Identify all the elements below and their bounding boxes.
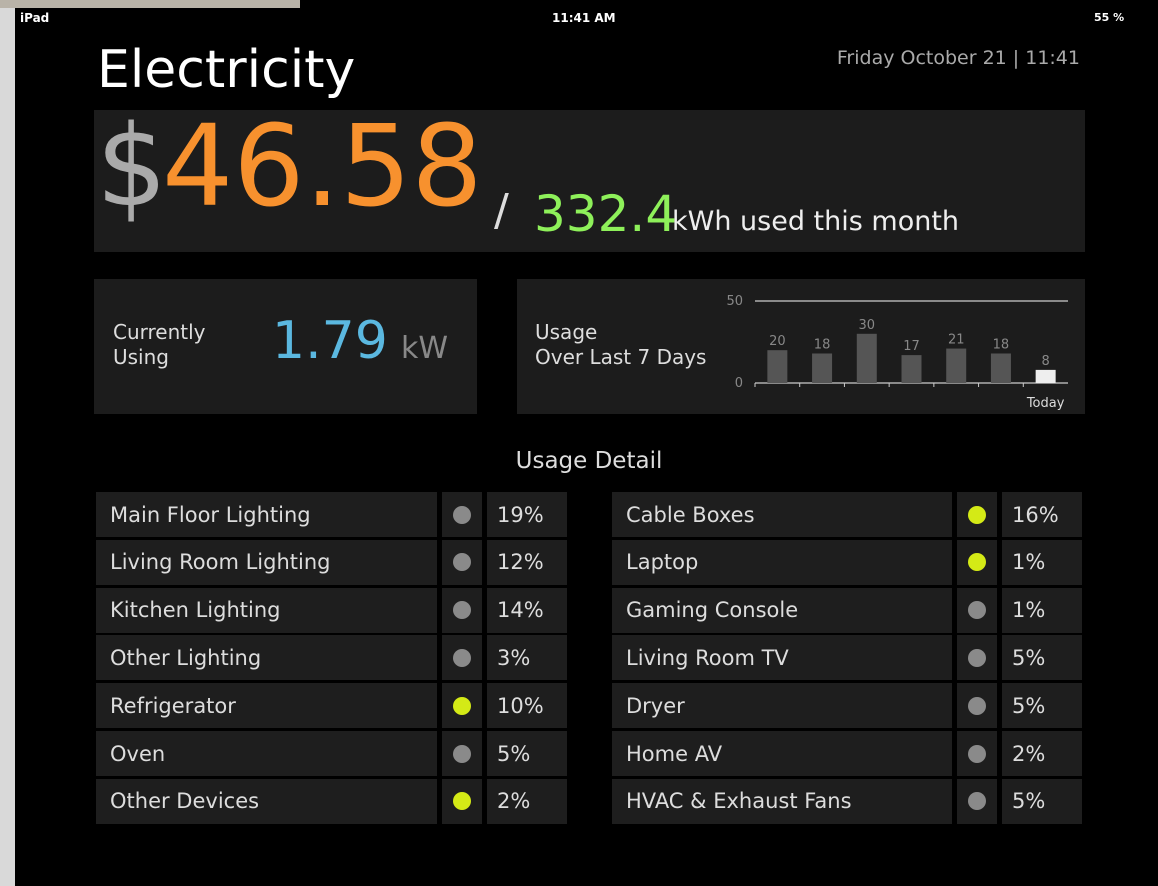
bar-label: 18 bbox=[814, 337, 831, 352]
status-dot bbox=[968, 649, 986, 667]
status-dot bbox=[453, 792, 471, 810]
usage-chart: 0 50 20 18 30 17 21 18 8 Today bbox=[517, 279, 1085, 414]
current-panel: Currently Using 1.79 kW bbox=[94, 279, 477, 414]
device-label: Other Lighting bbox=[96, 635, 437, 680]
status-dot bbox=[453, 745, 471, 763]
y-tick-label: 50 bbox=[726, 294, 743, 309]
device-label: Dryer bbox=[612, 683, 952, 728]
share: 1% bbox=[1002, 540, 1082, 585]
status-cell bbox=[957, 731, 997, 776]
device-name: iPad bbox=[20, 11, 49, 25]
status-cell bbox=[442, 683, 482, 728]
clock: 11:41 AM bbox=[552, 11, 616, 25]
bar-label: 21 bbox=[948, 333, 965, 348]
currency: $ bbox=[96, 102, 167, 232]
bar-label: 17 bbox=[903, 339, 920, 354]
share: 2% bbox=[487, 779, 567, 824]
separator: / bbox=[494, 185, 509, 236]
page-title: Electricity bbox=[97, 40, 355, 100]
current-unit: kW bbox=[401, 331, 448, 366]
share: 19% bbox=[487, 492, 567, 537]
bar bbox=[857, 334, 877, 383]
status-cell bbox=[957, 683, 997, 728]
device-label: HVAC & Exhaust Fans bbox=[612, 779, 952, 824]
status-dot bbox=[968, 792, 986, 810]
status-cell bbox=[442, 540, 482, 585]
status-dot bbox=[968, 601, 986, 619]
status-dot bbox=[453, 601, 471, 619]
status-cell bbox=[957, 492, 997, 537]
device-label: Home AV bbox=[612, 731, 952, 776]
status-cell bbox=[442, 492, 482, 537]
bar bbox=[767, 350, 787, 383]
x-tick-label: Today bbox=[1026, 396, 1065, 411]
bar-label: 8 bbox=[1042, 354, 1050, 369]
bar bbox=[946, 349, 966, 383]
share: 12% bbox=[487, 540, 567, 585]
share: 1% bbox=[1002, 588, 1082, 633]
energy-caption: kWh used this month bbox=[672, 206, 959, 237]
status-dot bbox=[453, 697, 471, 715]
cost: 46.58 bbox=[162, 102, 483, 232]
current-value: 1.79 bbox=[272, 311, 388, 371]
share: 5% bbox=[1002, 635, 1082, 680]
status-dot bbox=[968, 506, 986, 524]
status-dot bbox=[453, 649, 471, 667]
status-cell bbox=[442, 588, 482, 633]
bar bbox=[902, 355, 922, 383]
datetime: Friday October 21 | 11:41 bbox=[837, 47, 1080, 69]
battery: 55 % bbox=[1094, 11, 1124, 24]
status-cell bbox=[957, 540, 997, 585]
bar bbox=[812, 353, 832, 383]
status-dot bbox=[968, 697, 986, 715]
share: 5% bbox=[487, 731, 567, 776]
status-dot bbox=[453, 506, 471, 524]
share: 10% bbox=[487, 683, 567, 728]
device-label: Oven bbox=[96, 731, 437, 776]
status-cell bbox=[442, 635, 482, 680]
share: 16% bbox=[1002, 492, 1082, 537]
status-cell bbox=[957, 588, 997, 633]
share: 5% bbox=[1002, 779, 1082, 824]
backdrop bbox=[0, 0, 300, 8]
device-label: Refrigerator bbox=[96, 683, 437, 728]
device-label: Laptop bbox=[612, 540, 952, 585]
energy: 332.4 bbox=[534, 185, 677, 243]
status-dot bbox=[453, 553, 471, 571]
share: 14% bbox=[487, 588, 567, 633]
share: 5% bbox=[1002, 683, 1082, 728]
device-label: Kitchen Lighting bbox=[96, 588, 437, 633]
bar-label: 30 bbox=[859, 318, 876, 333]
backdrop bbox=[0, 0, 15, 886]
status-cell bbox=[957, 635, 997, 680]
device-label: Living Room Lighting bbox=[96, 540, 437, 585]
bar-label: 18 bbox=[993, 337, 1010, 352]
device-label: Other Devices bbox=[96, 779, 437, 824]
page: iPad 11:41 AM 55 % Electricity Friday Oc… bbox=[0, 0, 1158, 886]
summary-panel: $ 46.58 / 332.4 kWh used this month bbox=[94, 110, 1085, 252]
bar bbox=[1036, 370, 1056, 383]
device-label: Living Room TV bbox=[612, 635, 952, 680]
detail-title: Usage Detail bbox=[0, 448, 1158, 474]
bar-label: 20 bbox=[769, 334, 786, 349]
share: 2% bbox=[1002, 731, 1082, 776]
status-cell bbox=[442, 731, 482, 776]
device-label: Cable Boxes bbox=[612, 492, 952, 537]
status-dot bbox=[968, 745, 986, 763]
status-dot bbox=[968, 553, 986, 571]
current-label: Using bbox=[113, 345, 169, 369]
device-label: Main Floor Lighting bbox=[96, 492, 437, 537]
share: 3% bbox=[487, 635, 567, 680]
status-cell bbox=[442, 779, 482, 824]
device-label: Gaming Console bbox=[612, 588, 952, 633]
current-label: Currently bbox=[113, 320, 206, 344]
y-tick-label: 0 bbox=[735, 376, 743, 391]
bar bbox=[991, 353, 1011, 383]
status-cell bbox=[957, 779, 997, 824]
